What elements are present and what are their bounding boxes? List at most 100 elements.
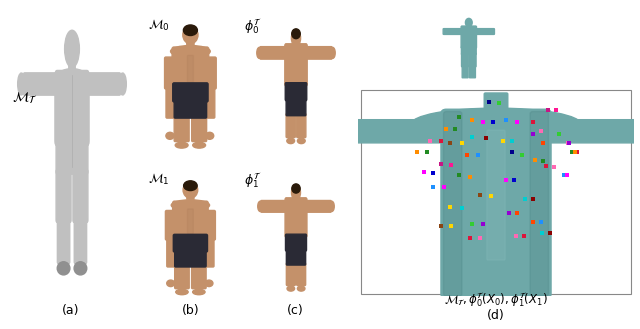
- FancyBboxPatch shape: [441, 109, 551, 298]
- Ellipse shape: [175, 142, 188, 148]
- Ellipse shape: [183, 182, 198, 198]
- Ellipse shape: [287, 138, 294, 144]
- Ellipse shape: [257, 47, 262, 58]
- FancyBboxPatch shape: [73, 169, 88, 222]
- Ellipse shape: [171, 45, 210, 57]
- FancyBboxPatch shape: [285, 198, 307, 238]
- FancyBboxPatch shape: [167, 237, 176, 267]
- FancyBboxPatch shape: [55, 70, 89, 146]
- Ellipse shape: [166, 132, 174, 139]
- FancyBboxPatch shape: [285, 234, 307, 251]
- FancyBboxPatch shape: [175, 250, 206, 267]
- Ellipse shape: [176, 289, 188, 295]
- Ellipse shape: [298, 286, 305, 291]
- FancyBboxPatch shape: [172, 47, 209, 86]
- Ellipse shape: [183, 26, 198, 44]
- FancyBboxPatch shape: [297, 114, 306, 138]
- Ellipse shape: [283, 200, 309, 210]
- Ellipse shape: [172, 200, 209, 211]
- Text: $\mathcal{M}_1$: $\mathcal{M}_1$: [148, 172, 170, 187]
- FancyBboxPatch shape: [205, 57, 216, 89]
- Ellipse shape: [411, 108, 581, 140]
- FancyBboxPatch shape: [24, 73, 58, 95]
- FancyBboxPatch shape: [470, 66, 476, 78]
- FancyBboxPatch shape: [286, 114, 295, 138]
- FancyBboxPatch shape: [173, 234, 207, 252]
- FancyBboxPatch shape: [443, 29, 463, 35]
- FancyBboxPatch shape: [487, 130, 505, 260]
- FancyBboxPatch shape: [173, 83, 208, 102]
- FancyBboxPatch shape: [469, 53, 476, 67]
- FancyBboxPatch shape: [530, 112, 548, 296]
- FancyBboxPatch shape: [260, 200, 287, 212]
- FancyBboxPatch shape: [174, 100, 207, 118]
- FancyBboxPatch shape: [188, 209, 193, 234]
- Ellipse shape: [74, 262, 87, 275]
- FancyBboxPatch shape: [305, 200, 332, 212]
- FancyBboxPatch shape: [205, 86, 215, 118]
- Ellipse shape: [57, 262, 70, 275]
- FancyBboxPatch shape: [173, 201, 208, 238]
- FancyBboxPatch shape: [175, 265, 189, 289]
- Text: $\mathcal{M}_{\mathcal{T}}, \phi_0^{\mathcal{T}}(X_0), \phi_1^{\mathcal{T}}(X_1): $\mathcal{M}_{\mathcal{T}}, \phi_0^{\mat…: [444, 291, 548, 309]
- FancyBboxPatch shape: [461, 26, 477, 48]
- Ellipse shape: [119, 73, 126, 95]
- Ellipse shape: [330, 47, 335, 58]
- FancyBboxPatch shape: [285, 83, 307, 101]
- FancyBboxPatch shape: [187, 35, 194, 45]
- Ellipse shape: [55, 69, 89, 90]
- Text: (d): (d): [487, 309, 505, 322]
- FancyBboxPatch shape: [86, 73, 120, 95]
- FancyBboxPatch shape: [58, 218, 70, 264]
- FancyBboxPatch shape: [461, 46, 476, 55]
- FancyBboxPatch shape: [444, 112, 462, 296]
- FancyBboxPatch shape: [188, 55, 193, 83]
- FancyBboxPatch shape: [484, 93, 508, 118]
- Ellipse shape: [330, 201, 334, 212]
- FancyBboxPatch shape: [543, 120, 636, 143]
- Ellipse shape: [292, 29, 300, 39]
- Ellipse shape: [18, 73, 25, 95]
- FancyBboxPatch shape: [74, 218, 86, 264]
- Text: (b): (b): [182, 304, 200, 317]
- Ellipse shape: [291, 30, 301, 46]
- Text: $\mathcal{M}_0$: $\mathcal{M}_0$: [148, 18, 170, 33]
- Text: $\phi_1^{\mathcal{T}}$: $\phi_1^{\mathcal{T}}$: [244, 172, 262, 191]
- FancyBboxPatch shape: [461, 53, 468, 67]
- FancyBboxPatch shape: [174, 116, 189, 141]
- Ellipse shape: [292, 184, 300, 193]
- FancyBboxPatch shape: [297, 263, 306, 286]
- FancyBboxPatch shape: [165, 211, 176, 240]
- Ellipse shape: [460, 28, 478, 33]
- Ellipse shape: [193, 142, 205, 148]
- FancyBboxPatch shape: [205, 237, 214, 267]
- FancyBboxPatch shape: [286, 249, 306, 265]
- FancyBboxPatch shape: [294, 38, 298, 47]
- FancyBboxPatch shape: [56, 169, 71, 222]
- Text: (c): (c): [287, 304, 304, 317]
- FancyBboxPatch shape: [166, 86, 176, 118]
- Ellipse shape: [287, 286, 294, 291]
- Text: $\phi_0^{\mathcal{T}}$: $\phi_0^{\mathcal{T}}$: [244, 18, 262, 37]
- Ellipse shape: [258, 201, 262, 212]
- FancyBboxPatch shape: [187, 190, 194, 199]
- FancyBboxPatch shape: [467, 23, 470, 28]
- Ellipse shape: [184, 25, 197, 36]
- FancyBboxPatch shape: [286, 263, 295, 286]
- FancyBboxPatch shape: [475, 29, 495, 35]
- Ellipse shape: [292, 185, 301, 200]
- FancyBboxPatch shape: [294, 192, 298, 201]
- FancyBboxPatch shape: [205, 211, 216, 240]
- Ellipse shape: [167, 280, 175, 287]
- FancyBboxPatch shape: [356, 120, 449, 143]
- FancyBboxPatch shape: [285, 44, 307, 86]
- Text: (a): (a): [61, 304, 79, 317]
- Ellipse shape: [65, 30, 79, 67]
- FancyBboxPatch shape: [68, 50, 76, 72]
- FancyBboxPatch shape: [286, 98, 306, 116]
- Ellipse shape: [184, 181, 197, 190]
- FancyBboxPatch shape: [191, 116, 207, 141]
- FancyBboxPatch shape: [462, 66, 468, 78]
- FancyBboxPatch shape: [260, 47, 287, 59]
- Ellipse shape: [283, 46, 309, 57]
